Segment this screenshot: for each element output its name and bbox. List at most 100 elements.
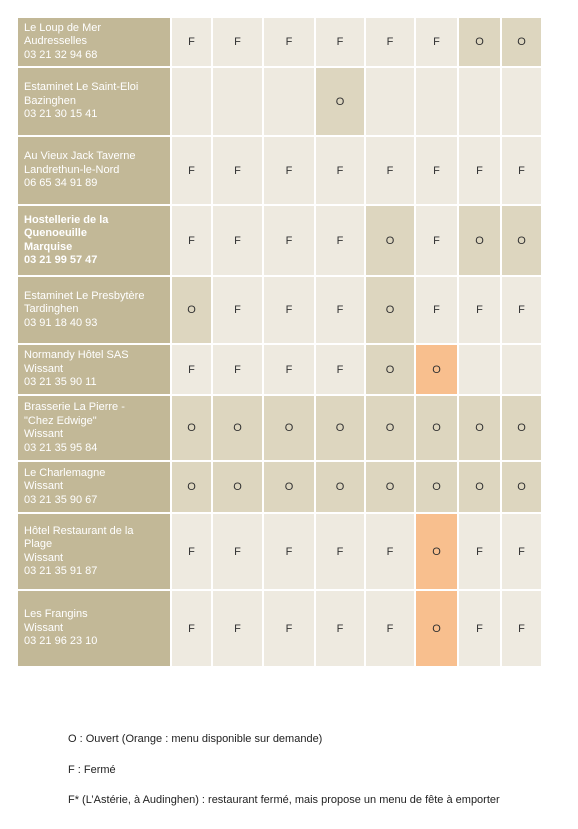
row-name: Le Loup de Mer Audresselles 03 21 32 94 68 xyxy=(18,18,170,66)
name-line: Wissant xyxy=(24,621,64,634)
name-line: 06 65 34 91 89 xyxy=(24,177,98,190)
cell: O xyxy=(366,277,414,343)
name-line: Bazinghen xyxy=(24,94,76,107)
cell: F xyxy=(316,137,364,204)
name-line: Quenoeuille xyxy=(24,227,87,239)
name-line: 03 21 35 95 84 xyxy=(24,441,98,454)
cell: F xyxy=(416,206,457,275)
cell: F xyxy=(316,206,364,275)
name-line: Brasserie La Pierre - xyxy=(24,401,125,413)
name-line: Le Charlemagne xyxy=(24,466,106,479)
cell: F xyxy=(172,345,211,394)
cell: F xyxy=(366,18,414,66)
cell: F xyxy=(316,514,364,589)
name-line: 03 21 30 15 41 xyxy=(24,108,98,121)
cell: F xyxy=(459,591,500,666)
cell: F xyxy=(213,591,262,666)
cell: F xyxy=(264,514,314,589)
row-name: Hôtel Restaurant de la Plage Wissant 03 21 … xyxy=(18,514,170,589)
cell xyxy=(459,345,500,394)
cell: F xyxy=(213,18,262,66)
cell: O xyxy=(502,206,541,275)
name-line: 03 21 35 90 11 xyxy=(24,376,97,389)
name-line: Hostellerie de la xyxy=(24,213,109,226)
cell: O xyxy=(459,18,500,66)
cell: O xyxy=(366,206,414,275)
cell: O xyxy=(459,462,500,512)
cell xyxy=(502,345,541,394)
cell: O xyxy=(502,396,541,460)
cell xyxy=(366,68,414,135)
cell: O xyxy=(416,514,457,589)
name-line: Landrethun-le-Nord xyxy=(24,163,120,176)
cell: F xyxy=(213,206,262,275)
cell: F xyxy=(213,137,262,204)
row-name: Brasserie La Pierre - "Chez Edwige" Wissan… xyxy=(18,396,170,460)
name-line: Wissant xyxy=(24,480,64,493)
name-line: Estaminet Le Saint-Eloi xyxy=(24,81,139,94)
cell: F xyxy=(416,18,457,66)
cell: F xyxy=(316,277,364,343)
name-line: Le Loup de Mer xyxy=(24,21,102,34)
name-line: "Chez Edwige" xyxy=(24,414,97,427)
name-line: Estaminet Le Presbytère xyxy=(24,289,145,302)
name-line: 03 21 32 94 68 xyxy=(24,48,98,61)
cell: F xyxy=(316,591,364,666)
cell: F xyxy=(366,137,414,204)
cell: O xyxy=(366,345,414,394)
name-line: Tardinghen xyxy=(24,303,79,316)
cell: O xyxy=(213,396,262,460)
cell: O xyxy=(502,18,541,66)
cell: O xyxy=(366,396,414,460)
name-line: Au Vieux Jack Taverne xyxy=(24,150,136,163)
cell: F xyxy=(502,514,541,589)
cell: F xyxy=(366,514,414,589)
name-line: Marquise xyxy=(24,240,73,253)
cell: O xyxy=(172,277,211,343)
name-line: Audresselles xyxy=(24,35,87,48)
cell: F xyxy=(264,18,314,66)
cell: F xyxy=(172,591,211,666)
cell: O xyxy=(502,462,541,512)
cell xyxy=(502,68,541,135)
cell: F xyxy=(416,277,457,343)
legend-line: F : Fermé xyxy=(68,764,116,776)
legend-line: O : Ouvert (Orange : menu disponible sur… xyxy=(68,733,323,745)
cell: O xyxy=(416,345,457,394)
cell: F xyxy=(459,137,500,204)
row-name: Les Frangins Wissant 03 21 96 23 10 xyxy=(18,591,170,666)
cell: F xyxy=(172,206,211,275)
cell: O xyxy=(459,396,500,460)
cell xyxy=(213,68,262,135)
name-line: Hôtel Restaurant de la xyxy=(24,524,134,537)
cell: F xyxy=(502,137,541,204)
cell: F xyxy=(416,137,457,204)
cell: F xyxy=(502,277,541,343)
row-name: Le Charlemagne Wissant 03 21 35 90 67 xyxy=(18,462,170,512)
cell xyxy=(172,68,211,135)
cell: F xyxy=(264,277,314,343)
cell: O xyxy=(213,462,262,512)
cell: O xyxy=(172,396,211,460)
cell: F xyxy=(264,137,314,204)
cell: F xyxy=(172,18,211,66)
cell: O xyxy=(416,591,457,666)
cell: F xyxy=(172,514,211,589)
cell xyxy=(416,68,457,135)
cell: F xyxy=(213,345,262,394)
cell: F xyxy=(264,591,314,666)
name-line: Plage xyxy=(24,538,53,550)
row-name: Normandy Hôtel SAS Wissant 03 21 35 90 11 xyxy=(18,345,170,394)
cell: O xyxy=(316,462,364,512)
cell: O xyxy=(316,396,364,460)
name-line: 03 91 18 40 93 xyxy=(24,316,98,329)
cell: O xyxy=(264,462,314,512)
cell xyxy=(459,68,500,135)
cell: O xyxy=(416,396,457,460)
row-name: Au Vieux Jack Taverne Landrethun-le-Nord 0… xyxy=(18,137,170,204)
name-line: Normandy Hôtel SAS xyxy=(24,349,129,362)
name-line: 03 21 35 91 87 xyxy=(24,565,98,577)
legend-line: F* (L’Astérie, à Audinghen) : restaurant… xyxy=(68,794,500,806)
row-name: Hostellerie de la Quenoeuille Marquise 03 2… xyxy=(18,206,170,275)
